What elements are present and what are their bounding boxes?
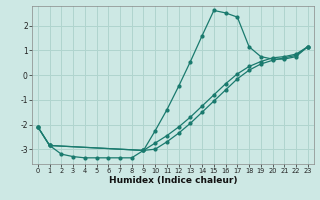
- X-axis label: Humidex (Indice chaleur): Humidex (Indice chaleur): [108, 176, 237, 185]
